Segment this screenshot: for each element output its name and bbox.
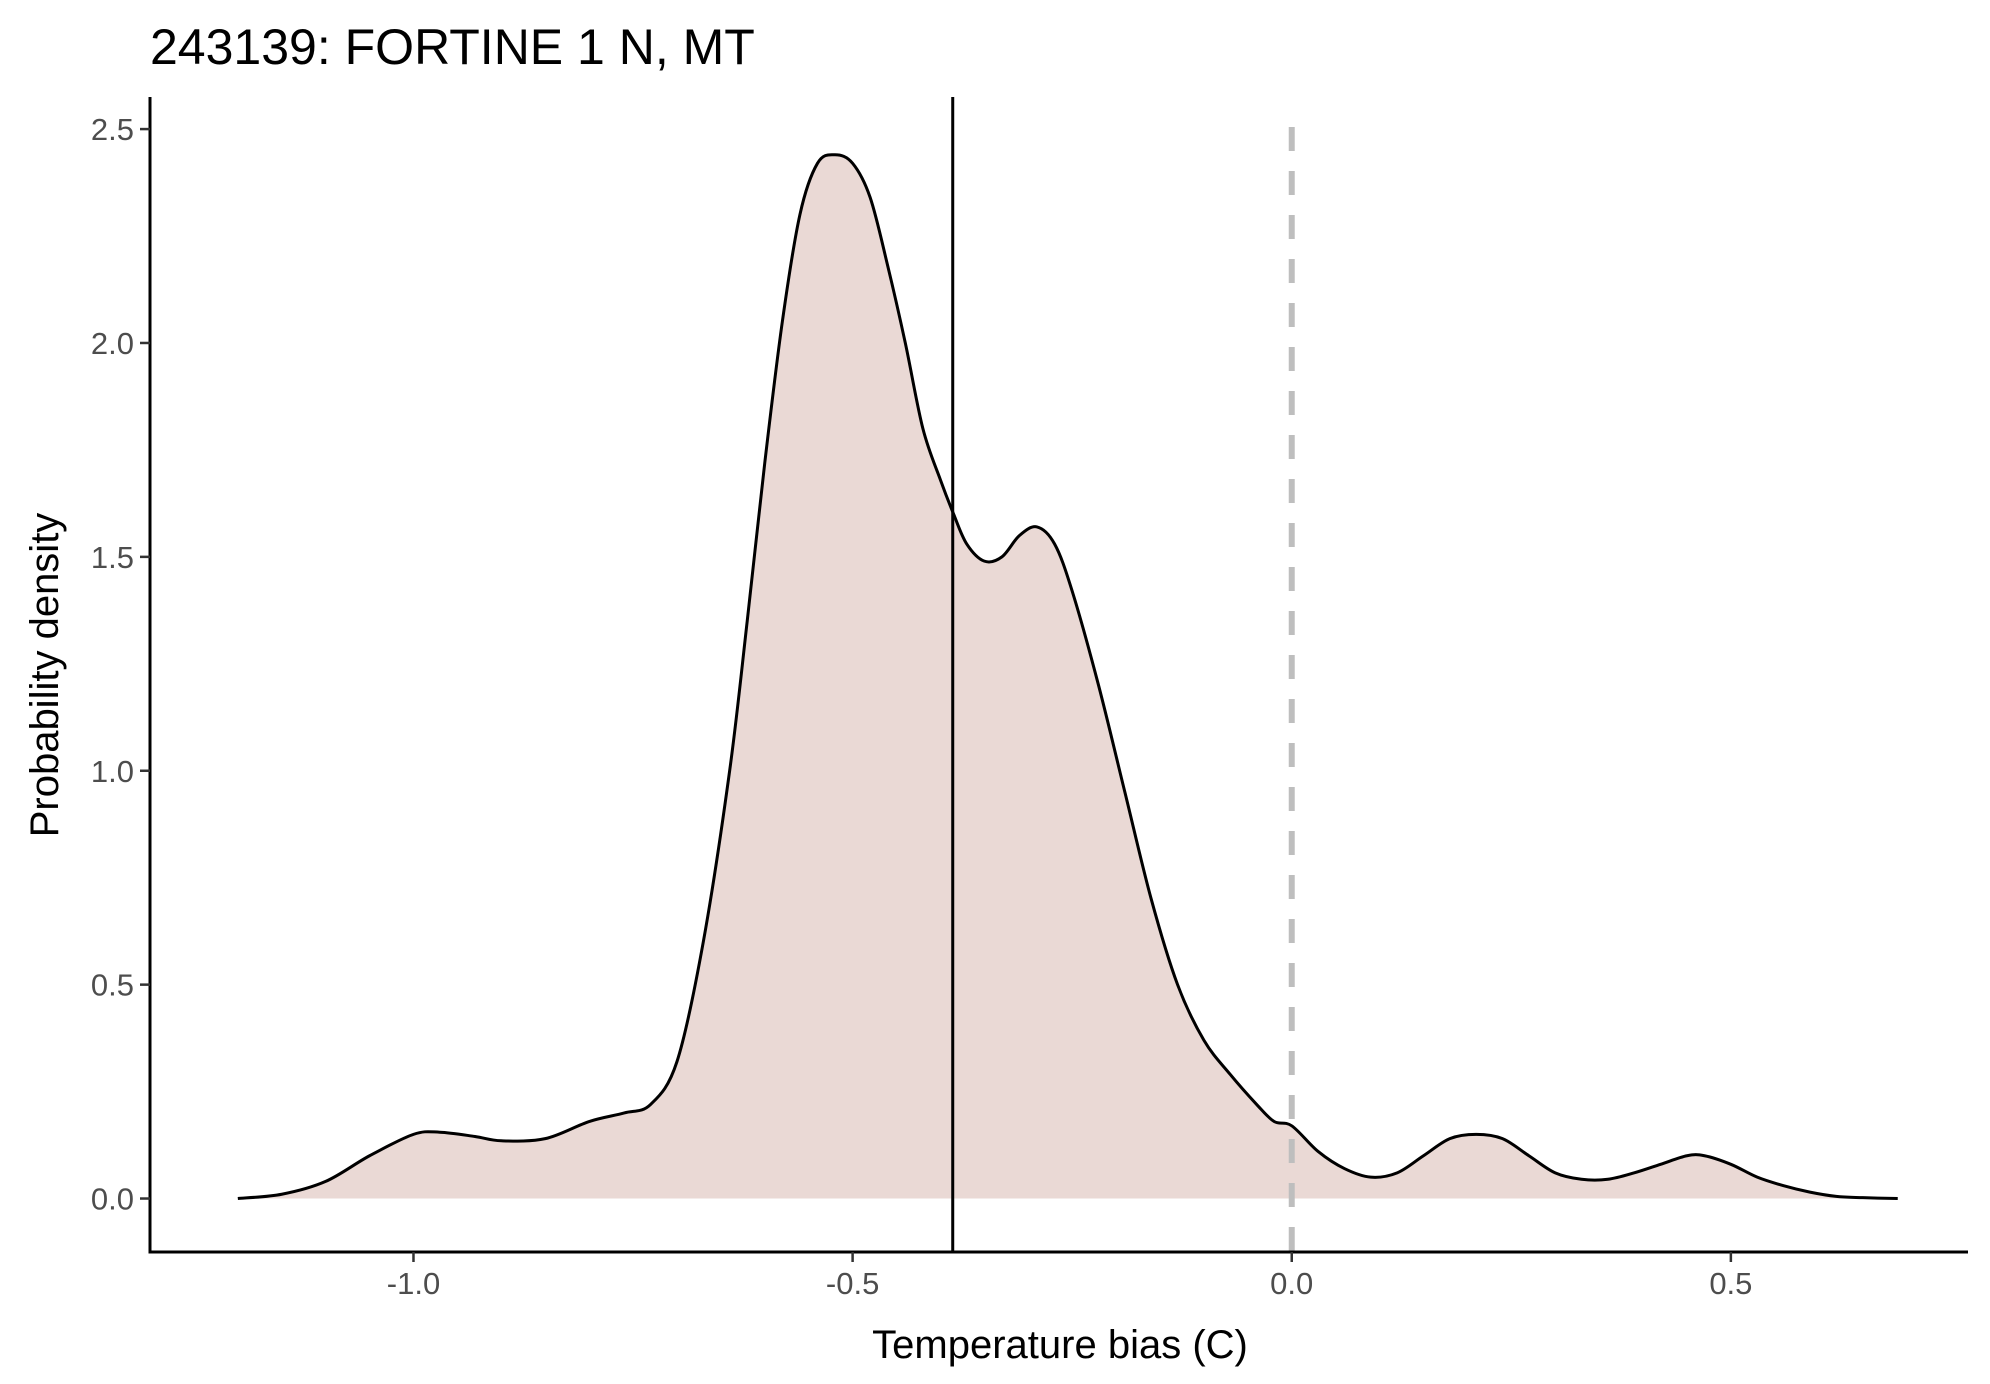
x-tick-label-0: -1.0: [387, 1266, 440, 1301]
x-tick-label-1: -0.5: [826, 1266, 879, 1301]
x-axis-title: Temperature bias (C): [872, 1323, 1248, 1367]
x-tick-label-3: 0.5: [1709, 1266, 1752, 1301]
y-tick-label-4: 2.0: [91, 326, 134, 361]
y-tick-label-3: 1.5: [91, 540, 134, 575]
y-tick-label-2: 1.0: [91, 754, 134, 789]
x-tick-label-2: 0.0: [1270, 1266, 1313, 1301]
y-tick-label-0: 0.0: [91, 1182, 134, 1217]
chart-title: 243139: FORTINE 1 N, MT: [150, 19, 755, 75]
y-tick-label-5: 2.5: [91, 112, 134, 147]
plot-area: -1.0 -0.5 0.0 0.5 0.0 0.5 1.0 1.5 2.0 2.5: [91, 97, 1968, 1301]
y-tick-label-1: 0.5: [91, 968, 134, 1003]
y-axis-title: Probability density: [23, 513, 67, 838]
density-curve: [237, 153, 1898, 1201]
density-area: [237, 154, 1898, 1199]
